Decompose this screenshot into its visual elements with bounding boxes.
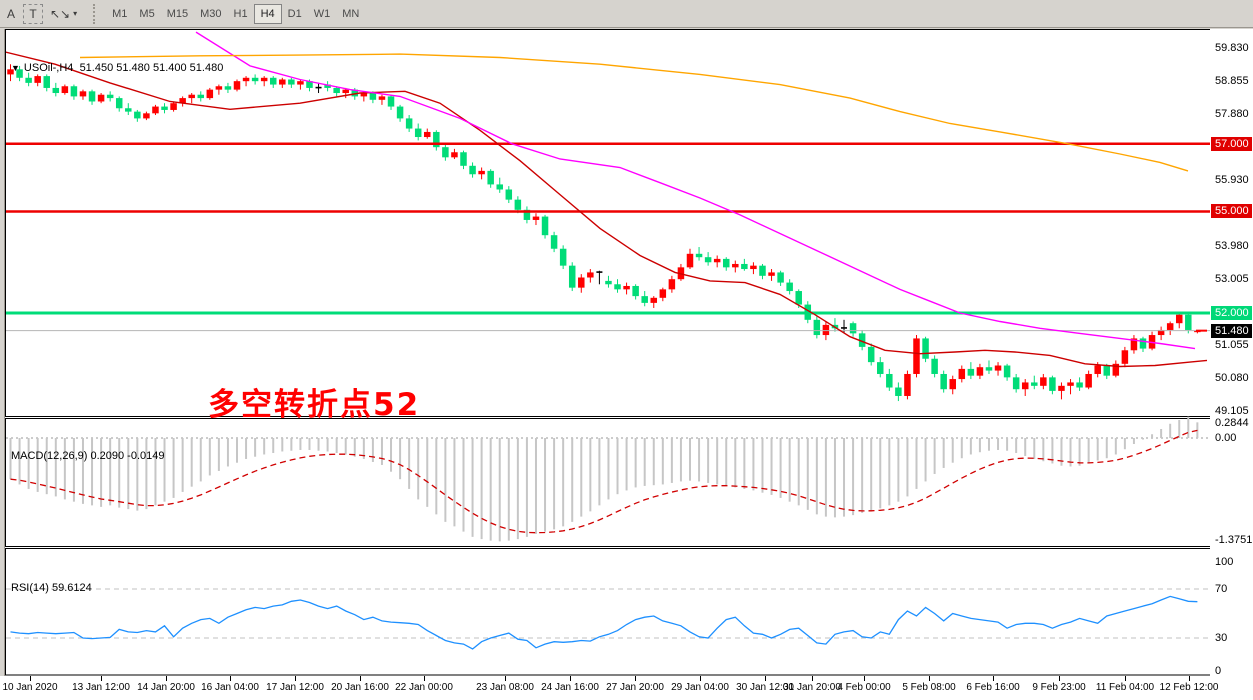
price-tick-label: 58.855 [1215, 75, 1249, 87]
date-tick [635, 676, 636, 681]
timeframe-button-m15[interactable]: M15 [166, 7, 189, 20]
macd-tick-label: -1.3751 [1215, 534, 1253, 546]
date-tick-label: 9 Feb 23:00 [1032, 682, 1086, 693]
macd-tick-label: 0.2844 [1215, 417, 1249, 429]
date-axis[interactable]: 10 Jan 2020 13 Jan 12:00 14 Jan 20:00 16 Ja… [0, 676, 1253, 700]
text-tool-button[interactable]: T [23, 3, 43, 24]
timeframe-bar: M1 M5 M15 M30 H1 H4 D1 W1 MN [106, 3, 365, 24]
date-tick [570, 676, 571, 681]
date-tick [1059, 676, 1060, 681]
date-tick-label: 12 Feb 12:00 [1159, 682, 1219, 693]
price-level-badge: 57.000 [1211, 136, 1252, 151]
date-tick-label: 20 Jan 16:00 [331, 682, 389, 693]
price-tick-label: 57.880 [1215, 108, 1249, 120]
timeframe-button-m5[interactable]: M5 [139, 7, 155, 20]
date-tick [30, 676, 31, 681]
toolbar: A T ↖↘ ▾ M1 M5 M15 M30 H1 H4 D1 W1 MN [0, 0, 1253, 28]
text-label-icon: A [6, 6, 15, 21]
date-tick-label: 14 Jan 20:00 [137, 682, 195, 693]
toolbar-grip [93, 3, 100, 24]
date-tick-label: 23 Jan 08:00 [476, 682, 534, 693]
price-level-badge: 51.480 [1211, 323, 1252, 338]
timeframe-button-m1[interactable]: M1 [112, 7, 128, 20]
timeframe-button-d1[interactable]: D1 [287, 7, 302, 20]
date-tick-label: 17 Jan 12:00 [266, 682, 324, 693]
rsi-tick-label: 30 [1215, 632, 1228, 644]
collapse-triangle-icon: ▼ [11, 63, 20, 73]
timeframe-button-h1[interactable]: H1 [233, 7, 248, 20]
date-tick [700, 676, 701, 681]
date-tick [993, 676, 994, 681]
cursor-tool-button[interactable]: ↖↘ ▾ [45, 4, 82, 24]
date-tick-label: 22 Jan 00:00 [395, 682, 453, 693]
price-tick-label: 51.055 [1215, 339, 1249, 352]
cursor-arrows-icon: ↖↘ [50, 6, 71, 21]
chart-title: ▼ USOil-,H4 51.450 51.480 51.400 51.480 [11, 62, 223, 74]
rsi-tick-label: 70 [1215, 583, 1228, 595]
price-axis[interactable]: 59.83058.85557.88056.90555.93054.95553.9… [1210, 29, 1253, 700]
timeframe-button-w1[interactable]: W1 [313, 7, 331, 20]
macd-tick-label: 0.00 [1215, 432, 1237, 444]
symbol-name: USOil-,H4 [23, 62, 74, 74]
date-tick [230, 676, 231, 681]
date-tick-label: 11 Feb 04:00 [1095, 682, 1155, 693]
date-tick [1189, 676, 1190, 681]
date-tick-label: 6 Feb 16:00 [966, 682, 1020, 693]
text-tool-icon: T [29, 6, 37, 21]
macd-indicator-label: MACD(12,26,9) 0.2090 -0.0149 [11, 450, 165, 462]
date-tick [295, 676, 296, 681]
price-tick-label: 49.105 [1215, 405, 1249, 418]
date-tick-label: 30 Jan 12:00 [736, 682, 794, 693]
date-tick-label: 16 Jan 04:00 [201, 682, 259, 693]
date-tick [166, 676, 167, 681]
text-label-tool-button[interactable]: A [1, 4, 21, 24]
price-tick-label: 53.005 [1215, 273, 1249, 286]
date-tick [505, 676, 506, 681]
rsi-indicator-label: RSI(14) 59.6124 [11, 582, 92, 594]
rsi-tick-label: 100 [1215, 556, 1234, 568]
date-tick-label: 29 Jan 04:00 [671, 682, 729, 693]
date-tick-label: 31 Jan 20:00 [783, 682, 841, 693]
window-left-edge [0, 29, 5, 700]
price-tick-label: 53.980 [1215, 240, 1249, 253]
price-level-badge: 52.000 [1211, 306, 1252, 321]
timeframe-button-m30[interactable]: M30 [200, 7, 222, 20]
date-tick-label: 4 Feb 00:00 [837, 682, 891, 693]
date-tick-label: 5 Feb 08:00 [902, 682, 956, 693]
date-tick [864, 676, 865, 681]
date-tick-label: 24 Jan 16:00 [541, 682, 599, 693]
date-tick [360, 676, 361, 681]
price-tick-label: 55.930 [1215, 174, 1249, 186]
timeframe-button-h4[interactable]: H4 [253, 3, 282, 24]
chevron-down-icon: ▾ [73, 9, 78, 18]
timeframe-button-mn[interactable]: MN [342, 7, 360, 20]
ohlc-readout: 51.450 51.480 51.400 51.480 [79, 62, 224, 74]
date-tick [101, 676, 102, 681]
price-tick-label: 59.830 [1215, 42, 1249, 54]
date-tick-label: 27 Jan 20:00 [606, 682, 664, 693]
price-tick-label: 50.080 [1215, 372, 1249, 385]
date-tick-label: 13 Jan 12:00 [72, 682, 130, 693]
date-tick [765, 676, 766, 681]
chart-window[interactable]: ▼ USOil-,H4 51.450 51.480 51.400 51.480 M… [0, 29, 1253, 700]
date-tick [1125, 676, 1126, 681]
date-tick [424, 676, 425, 681]
rsi-tick-label: 0 [1215, 665, 1222, 677]
date-tick-label: 10 Jan 2020 [2, 682, 58, 693]
date-tick [812, 676, 813, 681]
date-tick [929, 676, 930, 681]
chart-text-annotation[interactable]: 多空转折点52 [208, 387, 421, 423]
price-level-badge: 55.000 [1211, 204, 1252, 219]
